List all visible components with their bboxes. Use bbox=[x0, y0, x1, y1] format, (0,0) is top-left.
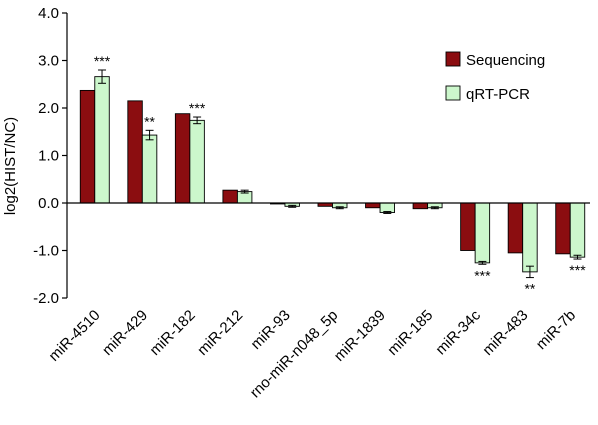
bar-qrt-pcr bbox=[141, 134, 158, 204]
bar-qrt-pcr bbox=[94, 76, 110, 204]
significance-marker: *** bbox=[569, 262, 586, 278]
y-tick-label: 2.0 bbox=[38, 100, 59, 117]
bar-sequencing bbox=[507, 202, 524, 254]
y-tick-label: -2.0 bbox=[33, 290, 59, 307]
legend-swatch bbox=[445, 51, 461, 67]
bar-qrt-pcr bbox=[522, 202, 538, 273]
significance-annotations: **************** bbox=[94, 53, 586, 297]
x-tick-label: miR-34c bbox=[432, 306, 484, 358]
error-bars bbox=[98, 69, 582, 279]
significance-marker: *** bbox=[474, 267, 491, 283]
x-tick-label: miR-212 bbox=[194, 307, 246, 359]
x-tick-label: miR-93 bbox=[248, 307, 294, 353]
bars bbox=[79, 76, 586, 273]
x-tick-label: miR-7b bbox=[533, 307, 579, 353]
bar-sequencing bbox=[174, 113, 191, 204]
legend-label: Sequencing bbox=[466, 52, 545, 69]
bar-qrt-pcr bbox=[474, 202, 491, 264]
bar-sequencing bbox=[127, 100, 143, 204]
y-tick-label: 1.0 bbox=[38, 148, 59, 165]
bar-sequencing bbox=[222, 189, 238, 204]
y-tick-label: 4.0 bbox=[38, 5, 59, 22]
legend: Sequencing qRT-PCR bbox=[445, 51, 545, 103]
bar-sequencing bbox=[79, 89, 96, 204]
legend-label: qRT-PCR bbox=[466, 86, 530, 103]
y-tick-label: 3.0 bbox=[38, 53, 59, 70]
x-tick-label: miR-185 bbox=[384, 307, 436, 359]
significance-marker: ** bbox=[524, 281, 535, 297]
x-tick-label: miR-483 bbox=[479, 307, 531, 359]
y-axis-label: log2(HIST/NC) bbox=[2, 117, 19, 215]
y-tick-label: -1.0 bbox=[33, 243, 59, 260]
bar-qrt-pcr bbox=[189, 119, 205, 204]
x-tick-label: miR-182 bbox=[147, 307, 199, 359]
x-tick-label: rno-miR-n048_5p bbox=[247, 307, 342, 402]
bar-sequencing bbox=[460, 202, 476, 251]
significance-marker: *** bbox=[94, 53, 111, 69]
x-tick-label: miR-429 bbox=[99, 307, 151, 359]
significance-marker: *** bbox=[189, 100, 206, 116]
y-axis: -2.0 -1.0 0.0 1.0 2.0 3.0 4.0 bbox=[33, 5, 68, 307]
x-tick-label: miR-1839 bbox=[331, 307, 389, 365]
legend-swatch bbox=[445, 85, 461, 101]
bar-sequencing bbox=[555, 202, 571, 255]
bar-sequencing bbox=[412, 202, 429, 210]
bar-qrt-pcr bbox=[569, 202, 586, 258]
x-tick-label: miR-4510 bbox=[46, 307, 104, 365]
bar-sequencing bbox=[365, 202, 381, 209]
y-tick-label: 0.0 bbox=[38, 195, 59, 212]
significance-marker: ** bbox=[144, 113, 155, 129]
